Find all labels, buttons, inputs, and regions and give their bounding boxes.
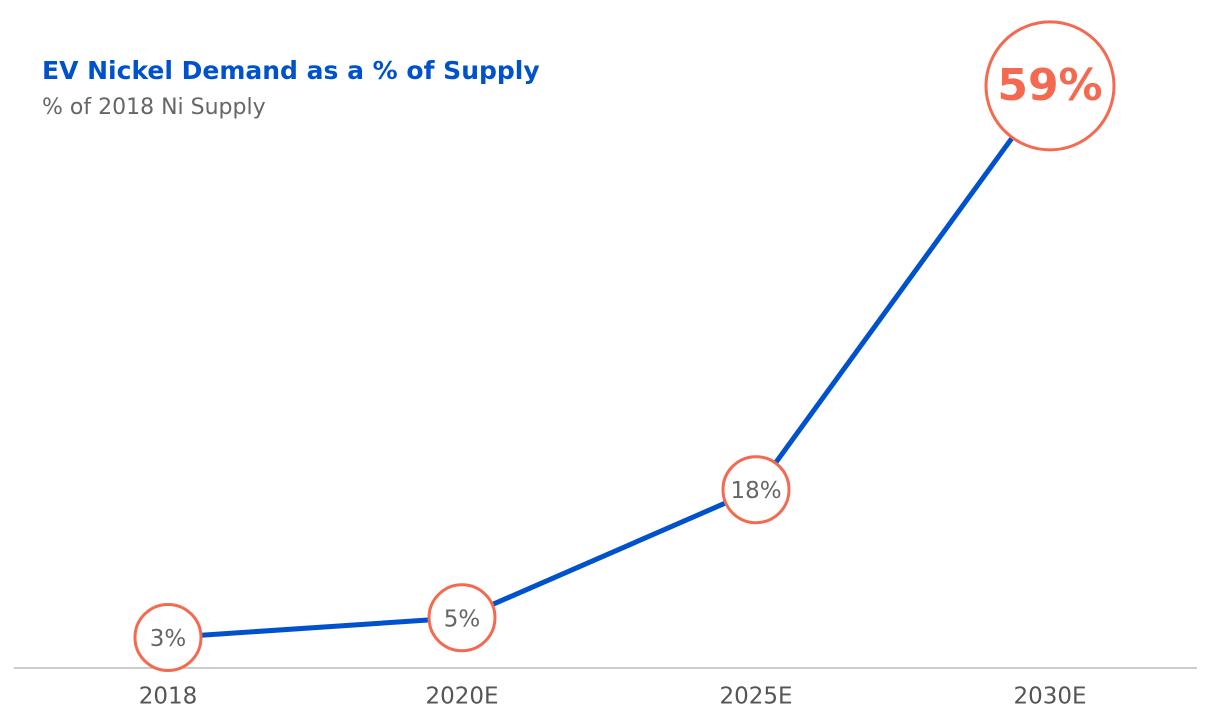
- value-label: 5%: [444, 606, 481, 632]
- marker: [721, 455, 791, 525]
- chart-title: EV Nickel Demand as a % of Supply: [42, 56, 540, 85]
- line: [167, 84, 1053, 640]
- value-label: 59%: [997, 60, 1102, 111]
- value-label: 3%: [150, 626, 187, 652]
- x-tick-label: 2030E: [1013, 684, 1086, 710]
- marker: [133, 602, 203, 672]
- chart-subtitle: % of 2018 Ni Supply: [42, 95, 266, 120]
- marker: [984, 20, 1116, 152]
- value-label: 18%: [730, 478, 781, 504]
- x-tick-label: 2020E: [425, 684, 498, 710]
- x-tick-label: 2025E: [719, 684, 792, 710]
- marker: [427, 583, 497, 653]
- x-tick-label: 2018: [139, 684, 198, 710]
